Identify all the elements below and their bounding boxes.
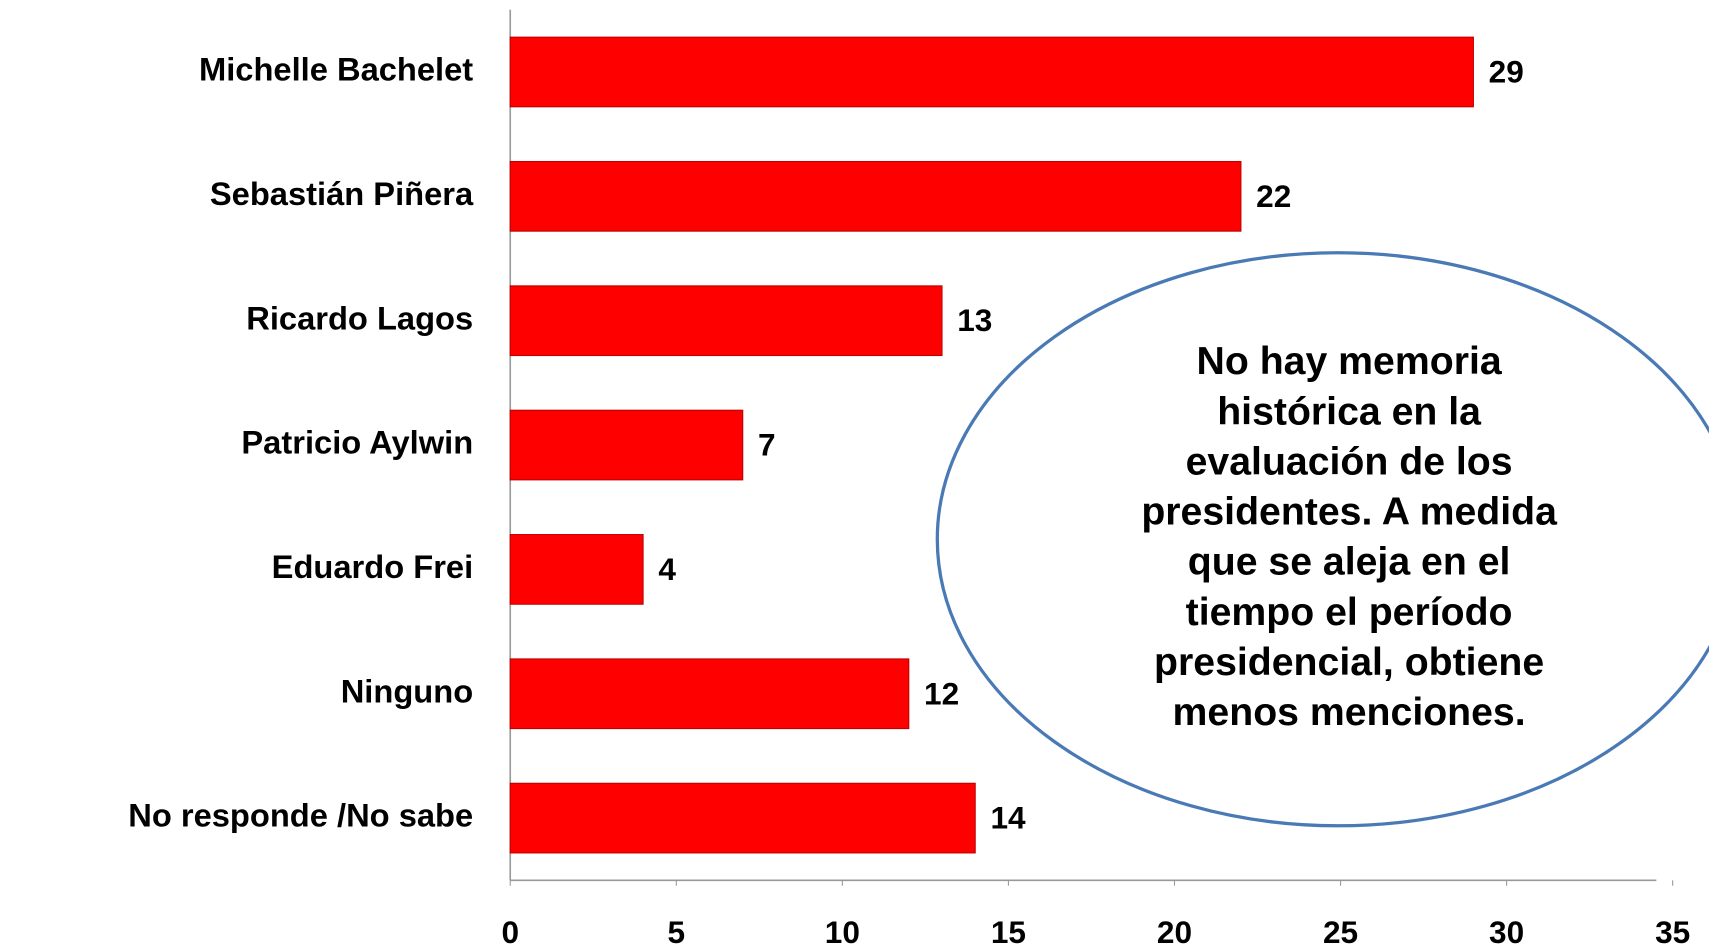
value-label: 14 <box>990 800 1026 836</box>
category-label: Ricardo Lagos <box>246 299 473 336</box>
value-label: 13 <box>957 302 992 338</box>
x-tick-label: 10 <box>825 914 860 950</box>
annotation: No hay memoria histórica en la evaluación … <box>935 251 1709 828</box>
bar <box>509 285 943 357</box>
category-label: Eduardo Frei <box>272 548 474 585</box>
annotation-text: presidencial, obtiene <box>1154 640 1544 684</box>
bar <box>509 534 644 605</box>
bar <box>509 36 1474 108</box>
bar <box>509 658 910 730</box>
bars: Michelle Bachelet 29 Sebastián Piñera 22 Ric… <box>128 36 1524 854</box>
bar <box>509 782 976 854</box>
x-tick-label: 15 <box>991 914 1026 950</box>
value-label: 22 <box>1256 178 1291 214</box>
annotation-text: menos menciones. <box>1173 690 1526 734</box>
category-label: Sebastián Piñera <box>210 175 474 212</box>
speech-bubble <box>935 251 1709 828</box>
category-label: Michelle Bachelet <box>199 51 473 88</box>
annotation-text: tiempo el período <box>1186 590 1513 634</box>
x-tick-label: 35 <box>1655 914 1690 950</box>
value-label: 4 <box>658 551 676 587</box>
bar <box>509 409 744 481</box>
x-tick-label: 5 <box>668 914 686 950</box>
x-tick-label: 20 <box>1157 914 1192 950</box>
annotation-text: que se aleja en el <box>1188 540 1511 584</box>
value-label: 7 <box>758 427 776 463</box>
x-tick-label: 0 <box>501 914 519 950</box>
annotation-text: No hay memoria <box>1197 339 1503 383</box>
category-label: No responde /No sabe <box>128 797 473 834</box>
annotation-text: histórica en la <box>1217 389 1482 433</box>
category-label: Ninguno <box>341 672 473 709</box>
category-label: Patricio Aylwin <box>241 424 473 461</box>
x-tick-label: 30 <box>1489 914 1524 950</box>
annotation-text: evaluación de los <box>1186 439 1513 483</box>
x-tick-label: 25 <box>1323 914 1358 950</box>
value-label: 12 <box>924 675 959 711</box>
value-label: 29 <box>1489 54 1524 90</box>
annotation-text: presidentes. A medida <box>1141 490 1558 534</box>
bar <box>509 160 1242 232</box>
